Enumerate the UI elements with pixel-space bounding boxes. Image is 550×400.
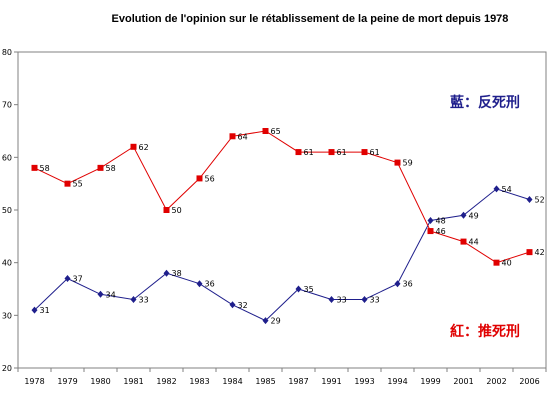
data-point xyxy=(31,164,38,171)
y-tick-label: 50 xyxy=(2,206,12,215)
data-point xyxy=(493,185,500,193)
data-label: 31 xyxy=(40,306,50,315)
data-label: 36 xyxy=(205,280,215,289)
chart-title: Evolution de l'opinion sur le rétablisse… xyxy=(112,13,509,25)
data-label: 32 xyxy=(238,301,248,310)
x-tick-label: 1987 xyxy=(288,377,308,386)
y-tick-label: 80 xyxy=(2,48,12,57)
x-tick-label: 2001 xyxy=(453,377,473,386)
x-tick-label: 1999 xyxy=(420,377,440,386)
x-tick-label: 1985 xyxy=(255,377,275,386)
data-point xyxy=(328,149,335,156)
y-tick-label: 30 xyxy=(2,311,12,320)
data-point xyxy=(493,259,500,266)
data-label: 58 xyxy=(106,164,116,173)
x-tick-label: 1978 xyxy=(24,377,44,386)
axes: 20 30 40 50 60 70 80 1978 1979 1980 1981 1982 1983 19… xyxy=(2,48,547,386)
data-label: 35 xyxy=(304,285,314,294)
data-point xyxy=(64,274,71,282)
data-point xyxy=(460,211,467,219)
data-point xyxy=(163,269,170,277)
data-label: 64 xyxy=(238,132,248,141)
data-point xyxy=(262,128,269,134)
data-point xyxy=(526,195,533,203)
x-tick-label: 1983 xyxy=(189,377,209,386)
data-label: 61 xyxy=(370,148,380,157)
data-label: 33 xyxy=(139,296,149,305)
data-point xyxy=(31,306,38,314)
data-label: 29 xyxy=(271,317,281,326)
x-tick-label: 1980 xyxy=(90,377,110,386)
data-point xyxy=(460,238,467,245)
data-label: 33 xyxy=(337,296,347,305)
y-tick-label: 60 xyxy=(2,153,12,162)
data-label: 34 xyxy=(106,290,116,299)
data-label: 42 xyxy=(535,248,545,257)
data-label: 55 xyxy=(73,180,83,189)
data-label: 37 xyxy=(73,274,83,283)
data-point xyxy=(361,149,368,156)
data-label: 49 xyxy=(469,211,479,220)
data-label: 46 xyxy=(436,227,446,236)
data-point xyxy=(295,149,302,156)
data-point xyxy=(163,207,170,213)
x-tick-label: 1994 xyxy=(387,377,407,386)
data-point xyxy=(394,159,401,166)
data-label: 40 xyxy=(502,259,512,268)
y-tick-label: 40 xyxy=(2,259,12,268)
data-label: 61 xyxy=(304,148,314,157)
data-point xyxy=(229,133,236,140)
data-label: 54 xyxy=(502,185,512,194)
data-label: 62 xyxy=(139,143,149,152)
data-label: 65 xyxy=(271,127,281,136)
data-point xyxy=(427,217,434,225)
data-point xyxy=(97,290,104,298)
x-tick-label: 2002 xyxy=(486,377,506,386)
series-layer: 31 37 34 33 38 36 32 29 35 33 33 36 48 49 54 52 58 55 58 62… xyxy=(31,127,545,326)
data-point xyxy=(130,143,137,150)
series-for: 58 55 58 62 50 56 64 65 61 61 61 59 46 44 40 42 xyxy=(31,127,545,268)
x-tick-label: 1984 xyxy=(222,377,242,386)
data-point xyxy=(526,249,533,256)
data-label: 61 xyxy=(337,148,347,157)
data-point xyxy=(196,175,203,182)
data-label: 48 xyxy=(436,217,446,226)
data-label: 58 xyxy=(40,164,50,173)
data-label: 36 xyxy=(403,280,413,289)
x-tick-label: 1982 xyxy=(156,377,176,386)
series-against: 31 37 34 33 38 36 32 29 35 33 33 36 48 49 54 52 xyxy=(31,185,545,326)
legend-entry: 紅：推死刑 xyxy=(450,323,520,340)
data-point xyxy=(64,180,71,187)
data-point xyxy=(427,228,434,235)
data-label: 59 xyxy=(403,159,413,168)
y-tick-label: 20 xyxy=(2,364,12,373)
series-line-for xyxy=(34,130,530,264)
data-label: 50 xyxy=(172,206,182,215)
data-point xyxy=(361,296,368,304)
series-line-against xyxy=(34,188,530,322)
x-tick-label: 1979 xyxy=(57,377,77,386)
data-point xyxy=(196,280,203,288)
legend-entry: 藍：反死刑 xyxy=(450,94,520,111)
data-point xyxy=(295,285,302,293)
x-tick-label: 1981 xyxy=(123,377,143,386)
x-tick-label: 2006 xyxy=(519,377,539,386)
data-point xyxy=(394,280,401,288)
data-point xyxy=(97,164,104,171)
data-point xyxy=(229,301,236,309)
data-label: 56 xyxy=(205,174,215,183)
data-point xyxy=(262,317,269,325)
data-label: 33 xyxy=(370,296,380,305)
y-tick-label: 70 xyxy=(2,101,12,110)
data-point xyxy=(328,296,335,304)
data-label: 44 xyxy=(469,238,479,247)
data-point xyxy=(130,296,137,304)
data-label: 38 xyxy=(172,269,182,278)
x-tick-label: 1993 xyxy=(354,377,374,386)
x-tick-label: 1991 xyxy=(321,377,341,386)
data-label: 52 xyxy=(535,195,545,204)
